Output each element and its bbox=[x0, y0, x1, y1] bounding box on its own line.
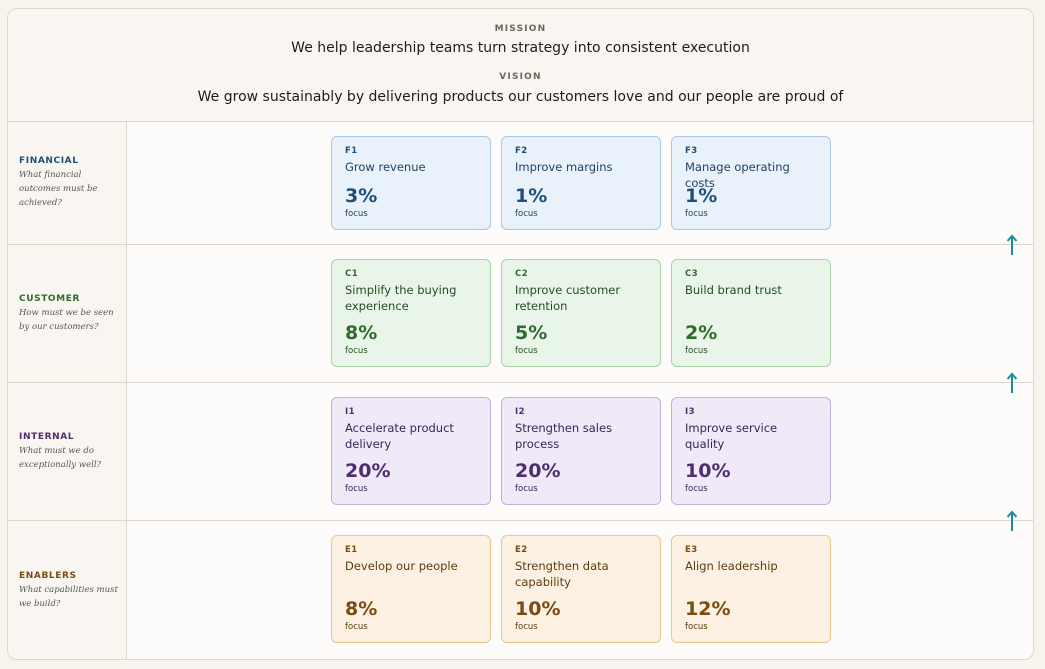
perspective-row-internal: INTERNAL What must we do exceptionally w… bbox=[8, 383, 1033, 521]
objective-focus-value: 1% bbox=[685, 185, 718, 207]
vision-text: We grow sustainably by delivering produc… bbox=[197, 89, 844, 105]
arrow-up-icon bbox=[1006, 510, 1018, 531]
objective-title: Develop our people bbox=[345, 559, 458, 573]
perspective-label-customer: CUSTOMER How must we be seen by our cust… bbox=[8, 245, 127, 382]
objective-title: Manage operating costs bbox=[685, 160, 790, 190]
mission-text: We help leadership teams turn strategy i… bbox=[291, 40, 750, 56]
objective-focus-label: focus bbox=[345, 622, 368, 632]
objective-title: Improve service quality bbox=[685, 421, 778, 451]
vision-label: VISION bbox=[499, 72, 542, 82]
objective-code: E2 bbox=[515, 545, 528, 555]
objective-card-e3[interactable]: E3 Align leadership 12% focus bbox=[671, 535, 831, 643]
objective-focus-label: focus bbox=[515, 209, 538, 219]
objective-code: I1 bbox=[345, 407, 356, 417]
perspective-question: How must we be seen by our customers? bbox=[19, 307, 114, 332]
objective-focus-label: focus bbox=[685, 209, 708, 219]
objective-focus-label: focus bbox=[515, 484, 538, 494]
mission-label: MISSION bbox=[494, 24, 547, 34]
objective-card-f2[interactable]: F2 Improve margins 1% focus bbox=[501, 136, 661, 230]
objective-focus-label: focus bbox=[345, 346, 368, 356]
perspective-question: What financial outcomes must be achieved… bbox=[19, 170, 98, 208]
objective-focus-label: focus bbox=[685, 346, 708, 356]
perspective-label-enablers: ENABLERS What capabilities must we build… bbox=[8, 521, 127, 659]
perspective-row-customer: CUSTOMER How must we be seen by our cust… bbox=[8, 245, 1033, 383]
objective-code: C3 bbox=[685, 269, 699, 279]
objective-focus-label: focus bbox=[345, 484, 368, 494]
objective-focus-value: 12% bbox=[685, 598, 731, 620]
objective-title: Align leadership bbox=[685, 559, 778, 573]
objective-focus-value: 2% bbox=[685, 322, 718, 344]
objective-focus-label: focus bbox=[685, 622, 708, 632]
objective-focus-value: 10% bbox=[515, 598, 561, 620]
objective-title: Improve customer retention bbox=[515, 283, 621, 313]
perspective-label-financial: FINANCIAL What financial outcomes must b… bbox=[8, 122, 127, 244]
arrow-up-icon bbox=[1006, 372, 1018, 393]
objective-title: Grow revenue bbox=[345, 160, 426, 174]
objective-title: Strengthen sales process bbox=[515, 421, 613, 451]
objective-code: C2 bbox=[515, 269, 529, 279]
objective-card-i1[interactable]: I1 Accelerate product delivery 20% focus bbox=[331, 397, 491, 505]
objective-focus-value: 10% bbox=[685, 460, 731, 482]
objective-code: I2 bbox=[515, 407, 526, 417]
objective-focus-value: 8% bbox=[345, 598, 378, 620]
objective-focus-label: focus bbox=[515, 622, 538, 632]
objective-card-f3[interactable]: F3 Manage operating costs 1% focus bbox=[671, 136, 831, 230]
objective-card-c3[interactable]: C3 Build brand trust 2% focus bbox=[671, 259, 831, 367]
objective-focus-value: 20% bbox=[345, 460, 391, 482]
mission-vision-header: MISSION We help leadership teams turn st… bbox=[8, 9, 1033, 122]
objective-card-e2[interactable]: E2 Strengthen data capability 10% focus bbox=[501, 535, 661, 643]
objective-focus-label: focus bbox=[345, 209, 368, 219]
perspective-question: What capabilities must we build? bbox=[19, 584, 118, 609]
perspective-row-enablers: ENABLERS What capabilities must we build… bbox=[8, 521, 1033, 659]
strategy-map: MISSION We help leadership teams turn st… bbox=[7, 8, 1034, 660]
perspective-question: What must we do exceptionally well? bbox=[19, 445, 102, 470]
perspective-title: INTERNAL bbox=[19, 431, 75, 442]
objective-card-c2[interactable]: C2 Improve customer retention 5% focus bbox=[501, 259, 661, 367]
objective-focus-label: focus bbox=[515, 346, 538, 356]
perspective-title: FINANCIAL bbox=[19, 156, 79, 166]
objective-code: F1 bbox=[345, 146, 358, 156]
objective-card-e1[interactable]: E1 Develop our people 8% focus bbox=[331, 535, 491, 643]
objective-title: Improve margins bbox=[515, 160, 613, 174]
objective-card-i3[interactable]: I3 Improve service quality 10% focus bbox=[671, 397, 831, 505]
objective-card-f1[interactable]: F1 Grow revenue 3% focus bbox=[331, 136, 491, 230]
objective-card-i2[interactable]: I2 Strengthen sales process 20% focus bbox=[501, 397, 661, 505]
objective-code: I3 bbox=[685, 407, 696, 417]
arrow-up-icon bbox=[1006, 234, 1018, 255]
objective-focus-value: 1% bbox=[515, 185, 548, 207]
objective-code: E3 bbox=[685, 545, 698, 555]
objective-focus-value: 8% bbox=[345, 322, 378, 344]
objective-title: Simplify the buying experience bbox=[345, 283, 457, 313]
objective-focus-label: focus bbox=[685, 484, 708, 494]
objective-code: F2 bbox=[515, 146, 528, 156]
objective-focus-value: 3% bbox=[345, 185, 378, 207]
objective-focus-value: 20% bbox=[515, 460, 561, 482]
perspective-row-financial: FINANCIAL What financial outcomes must b… bbox=[8, 122, 1033, 245]
objective-title: Strengthen data capability bbox=[515, 559, 609, 589]
objective-code: F3 bbox=[685, 146, 698, 156]
objective-focus-value: 5% bbox=[515, 322, 548, 344]
perspective-title: CUSTOMER bbox=[19, 293, 81, 304]
perspective-label-internal: INTERNAL What must we do exceptionally w… bbox=[8, 383, 127, 520]
objective-card-c1[interactable]: C1 Simplify the buying experience 8% foc… bbox=[331, 259, 491, 367]
perspective-title: ENABLERS bbox=[19, 570, 77, 581]
objective-title: Build brand trust bbox=[685, 283, 782, 297]
objective-title: Accelerate product delivery bbox=[345, 421, 454, 451]
objective-code: E1 bbox=[345, 545, 358, 555]
objective-code: C1 bbox=[345, 269, 359, 279]
